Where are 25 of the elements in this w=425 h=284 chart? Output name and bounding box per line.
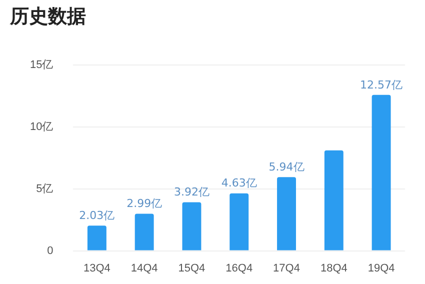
x-tick-label: 15Q4 <box>178 262 206 274</box>
chart-title: 历史数据 <box>9 5 86 28</box>
y-tick-label: 15亿 <box>30 58 54 71</box>
data-label: 4.63亿 <box>221 176 257 190</box>
x-tick-label: 19Q4 <box>368 262 395 274</box>
bar <box>372 94 391 250</box>
data-label: 2.99亿 <box>126 197 162 210</box>
x-tick-label: 14Q4 <box>130 262 158 274</box>
data-label: 3.92亿 <box>174 186 210 199</box>
bar <box>230 193 249 250</box>
x-tick-label: 13Q4 <box>83 262 110 274</box>
x-tick-label: 18Q4 <box>320 262 348 274</box>
bar <box>182 202 202 250</box>
data-label: 12.57亿 <box>360 78 403 92</box>
data-label: 5.94亿 <box>268 160 304 174</box>
bar <box>134 214 154 250</box>
y-tick-label: 10亿 <box>30 120 54 133</box>
x-tick-label: 17Q4 <box>273 262 300 274</box>
y-tick-label: 0 <box>47 244 54 257</box>
bar <box>324 150 344 250</box>
bar <box>277 177 296 250</box>
x-tick-label: 16Q4 <box>226 262 253 274</box>
y-tick-label: 5亿 <box>36 182 54 195</box>
bar <box>87 226 106 250</box>
data-label: 2.03亿 <box>79 208 115 222</box>
